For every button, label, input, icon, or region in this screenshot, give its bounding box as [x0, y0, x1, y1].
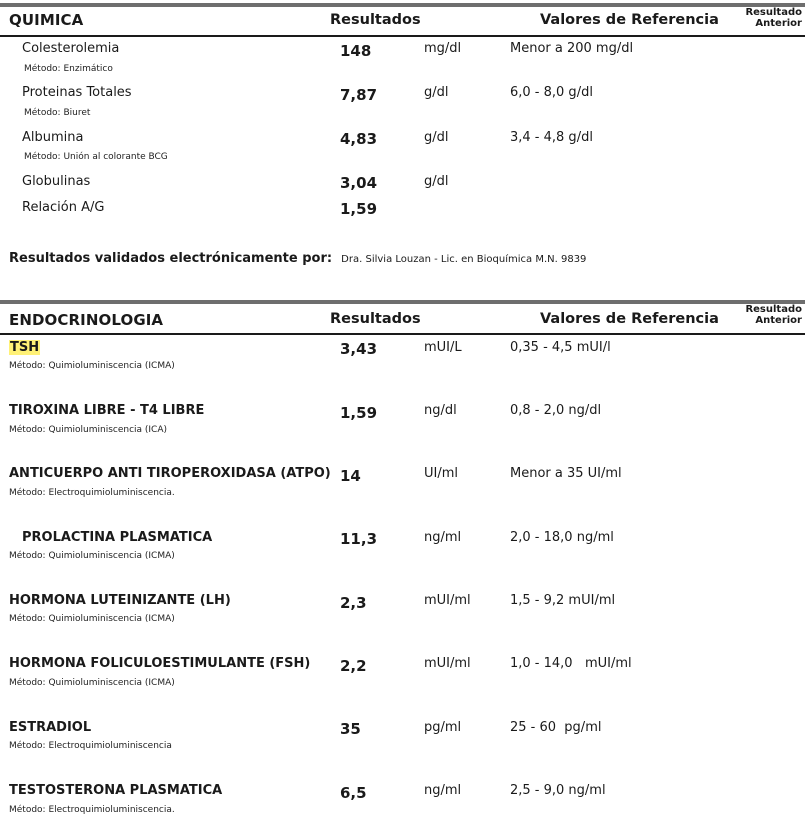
test-value: 6,5 — [340, 784, 367, 802]
test-name: Relación A/G — [22, 200, 105, 215]
quimica-top-rule — [0, 3, 805, 7]
test-name: Proteinas Totales — [22, 85, 132, 100]
endocrinologia-section-title: ENDOCRINOLOGIA — [9, 311, 164, 329]
test-value: 3,43 — [340, 340, 378, 358]
test-name-highlighted: TSH — [9, 340, 41, 355]
test-value: 14 — [340, 467, 361, 485]
test-reference: 1,5 - 9,2 mUI/ml — [510, 593, 616, 608]
endocrinologia-results-header: Resultados — [330, 311, 421, 327]
test-unit: mUI/L — [424, 340, 462, 355]
test-unit: g/dl — [424, 130, 449, 145]
test-method: Método: Quimioluminiscencia (ICA) — [9, 425, 168, 435]
test-value: 4,83 — [340, 130, 378, 148]
validation-label: Resultados validados electrónicamente po… — [9, 251, 333, 266]
endocrinologia-previous-header: Resultado Anterior — [742, 304, 802, 326]
test-value: 3,04 — [340, 174, 378, 192]
test-reference: 3,4 - 4,8 g/dl — [510, 130, 593, 145]
test-reference: Menor a 35 UI/ml — [510, 466, 622, 481]
test-method: Método: Unión al colorante BCG — [24, 152, 168, 162]
test-reference: 2,0 - 18,0 ng/ml — [510, 530, 614, 545]
test-value: 1,59 — [340, 404, 378, 422]
endocrinologia-header-rule — [0, 333, 805, 335]
test-method: Método: Quimioluminiscencia (ICMA) — [9, 551, 175, 561]
test-reference: 1,0 - 14,0 mUI/ml — [510, 656, 632, 671]
endocrinologia-top-rule — [0, 300, 805, 304]
test-reference: Menor a 200 mg/dl — [510, 41, 634, 56]
test-value: 7,87 — [340, 86, 378, 104]
test-method: Método: Biuret — [24, 108, 91, 118]
test-unit: g/dl — [424, 174, 449, 189]
validation-line: Resultados validados electrónicamente po… — [9, 247, 586, 266]
endocrinologia-previous-header-line2: Anterior — [755, 315, 802, 326]
test-name: HORMONA FOLICULOESTIMULANTE (FSH) — [9, 656, 311, 671]
test-method: Método: Electroquimioluminiscencia. — [9, 488, 175, 498]
test-reference: 0,8 - 2,0 ng/dl — [510, 403, 602, 418]
test-name: PROLACTINA PLASMATICA — [22, 530, 213, 545]
test-method: Método: Quimioluminiscencia (ICMA) — [9, 361, 175, 371]
test-value: 2,3 — [340, 594, 367, 612]
test-unit: UI/ml — [424, 466, 459, 481]
test-value: 35 — [340, 720, 361, 738]
test-method: Método: Quimioluminiscencia (ICMA) — [9, 614, 175, 624]
test-value: 1,59 — [340, 200, 378, 218]
test-name: ESTRADIOL — [9, 720, 92, 735]
test-name: Colesterolemia — [22, 41, 120, 56]
test-unit: g/dl — [424, 85, 449, 100]
test-reference: 25 - 60 pg/ml — [510, 720, 602, 735]
test-unit: ng/ml — [424, 783, 462, 798]
quimica-previous-header-line1: Resultado — [745, 7, 802, 18]
test-name: TIROXINA LIBRE - T4 LIBRE — [9, 403, 205, 418]
quimica-previous-header-line2: Anterior — [755, 18, 802, 29]
validation-text: Dra. Silvia Louzan - Lic. en Bioquímica … — [341, 254, 587, 265]
test-name: HORMONA LUTEINIZANTE (LH) — [9, 593, 231, 608]
test-reference: 2,5 - 9,0 ng/ml — [510, 783, 606, 798]
test-unit: ng/ml — [424, 530, 462, 545]
test-value: 2,2 — [340, 657, 367, 675]
quimica-previous-header: Resultado Anterior — [742, 7, 802, 29]
endocrinologia-previous-header-line1: Resultado — [745, 304, 802, 315]
quimica-section-title: QUIMICA — [9, 11, 84, 29]
test-value: 148 — [340, 42, 372, 60]
test-name: Albumina — [22, 130, 84, 145]
test-name: Globulinas — [22, 174, 91, 189]
test-reference: 0,35 - 4,5 mUI/l — [510, 340, 611, 355]
quimica-results-header: Resultados — [330, 12, 421, 28]
test-name: ANTICUERPO ANTI TIROPEROXIDASA (ATPO) — [9, 466, 331, 481]
test-method: Método: Enzimático — [24, 64, 113, 74]
test-method: Método: Electroquimioluminiscencia. — [9, 805, 175, 815]
highlight-marker: TSH — [9, 340, 41, 355]
test-unit: ng/dl — [424, 403, 457, 418]
test-value: 11,3 — [340, 530, 378, 548]
test-unit: pg/ml — [424, 720, 462, 735]
endocrinologia-reference-header: Valores de Referencia — [540, 311, 719, 327]
quimica-reference-header: Valores de Referencia — [540, 12, 719, 28]
test-unit: mUI/ml — [424, 593, 471, 608]
test-name: TESTOSTERONA PLASMATICA — [9, 783, 223, 798]
test-method: Método: Quimioluminiscencia (ICMA) — [9, 678, 175, 688]
quimica-header-rule — [0, 35, 805, 37]
test-method: Método: Electroquimioluminiscencia — [9, 741, 172, 751]
test-unit: mUI/ml — [424, 656, 471, 671]
test-reference: 6,0 - 8,0 g/dl — [510, 85, 593, 100]
test-unit: mg/dl — [424, 41, 462, 56]
